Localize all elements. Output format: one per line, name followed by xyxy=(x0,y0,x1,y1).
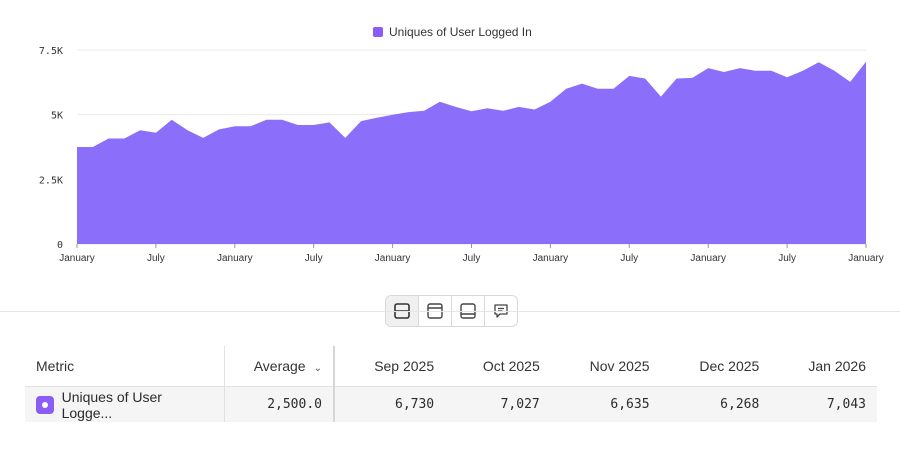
y-tick-label: 0 xyxy=(57,240,63,251)
chevron-down-icon[interactable]: ⌄ xyxy=(313,363,322,374)
swatch-dot-icon xyxy=(41,401,48,408)
month-column-header: Sep 2025 xyxy=(334,346,446,387)
metric-column-header: Metric xyxy=(25,346,225,387)
x-tick-label: July xyxy=(620,253,638,264)
section-divider xyxy=(0,311,900,312)
month-column-header: Dec 2025 xyxy=(660,346,771,387)
average-header-label: Average xyxy=(253,358,306,374)
chart-legend[interactable]: Uniques of User Logged In xyxy=(373,25,532,39)
x-tick-label: January xyxy=(375,253,411,264)
month-value: 6,635 xyxy=(550,386,661,422)
month-column-header: Oct 2025 xyxy=(445,346,551,387)
area-chart: Uniques of User Logged In 0 2.5K 5K 7.5K Ja… xyxy=(39,25,884,264)
x-tick-label: July xyxy=(778,253,796,264)
x-tick-label: January xyxy=(533,253,569,264)
x-tick-label: January xyxy=(690,253,726,264)
legend-swatch xyxy=(373,27,383,37)
x-tick-label: July xyxy=(463,253,481,264)
x-tick-label: January xyxy=(217,253,253,264)
x-tick-label: July xyxy=(305,253,323,264)
table-header-row: Metric Average ⌄ Sep 2025 Oct 2025 Nov 20… xyxy=(25,346,877,387)
x-tick-label: July xyxy=(147,253,165,264)
x-tick-label: January xyxy=(848,253,884,264)
series-color-swatch xyxy=(36,395,54,414)
y-tick-label: 7.5K xyxy=(39,46,63,57)
average-value: 2,500.0 xyxy=(224,386,335,422)
table-row[interactable]: Uniques of User Logge... 2,500.0 6,730 7… xyxy=(25,386,877,422)
month-column-header: Jan 2026 xyxy=(770,346,877,387)
month-value: 6,268 xyxy=(660,386,771,422)
average-column-header[interactable]: Average ⌄ xyxy=(224,346,335,387)
month-column-header: Nov 2025 xyxy=(550,346,661,387)
metric-cell[interactable]: Uniques of User Logge... xyxy=(25,386,225,422)
legend-label: Uniques of User Logged In xyxy=(389,25,532,39)
y-tick-label: 5K xyxy=(51,111,63,122)
metrics-table: Metric Average ⌄ Sep 2025 Oct 2025 Nov 20… xyxy=(25,346,877,422)
month-value: 7,027 xyxy=(445,386,551,422)
metric-name: Uniques of User Logge... xyxy=(61,388,162,421)
month-value: 6,730 xyxy=(334,386,446,422)
month-value: 7,043 xyxy=(770,386,877,422)
x-tick-label: January xyxy=(59,253,95,264)
y-tick-label: 2.5K xyxy=(39,175,63,186)
series-area-uniques-user-logged-in[interactable] xyxy=(77,61,866,244)
